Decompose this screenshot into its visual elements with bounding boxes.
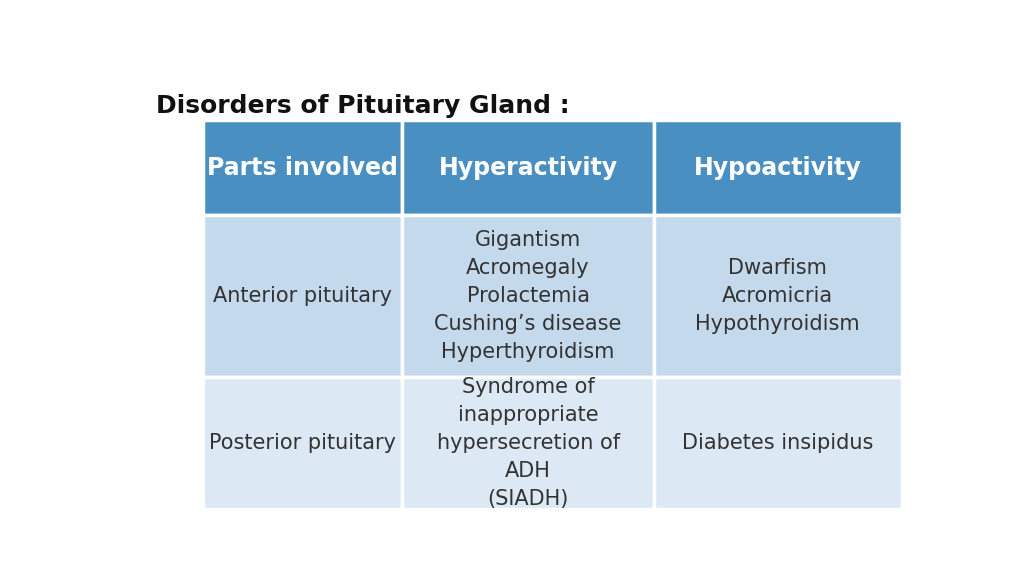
FancyBboxPatch shape <box>654 215 902 377</box>
FancyBboxPatch shape <box>402 377 654 509</box>
Text: Dwarfism
Acromicria
Hypothyroidism: Dwarfism Acromicria Hypothyroidism <box>695 258 860 334</box>
FancyBboxPatch shape <box>402 215 654 377</box>
FancyBboxPatch shape <box>204 215 402 377</box>
Text: Hypoactivity: Hypoactivity <box>694 156 861 180</box>
FancyBboxPatch shape <box>402 120 654 215</box>
Text: Gigantism
Acromegaly
Prolactemia
Cushing’s disease
Hyperthyroidism: Gigantism Acromegaly Prolactemia Cushing… <box>434 230 622 362</box>
Text: Syndrome of
inappropriate
hypersecretion of
ADH
(SIADH): Syndrome of inappropriate hypersecretion… <box>436 377 620 509</box>
FancyBboxPatch shape <box>654 377 902 509</box>
Text: Posterior pituitary: Posterior pituitary <box>210 433 396 453</box>
Text: Parts involved: Parts involved <box>208 156 398 180</box>
FancyBboxPatch shape <box>204 377 402 509</box>
Text: Diabetes insipidus: Diabetes insipidus <box>682 433 873 453</box>
FancyBboxPatch shape <box>654 120 902 215</box>
FancyBboxPatch shape <box>204 120 402 215</box>
Text: Disorders of Pituitary Gland :: Disorders of Pituitary Gland : <box>156 93 569 118</box>
Text: Hyperactivity: Hyperactivity <box>438 156 617 180</box>
Text: Anterior pituitary: Anterior pituitary <box>213 286 392 306</box>
